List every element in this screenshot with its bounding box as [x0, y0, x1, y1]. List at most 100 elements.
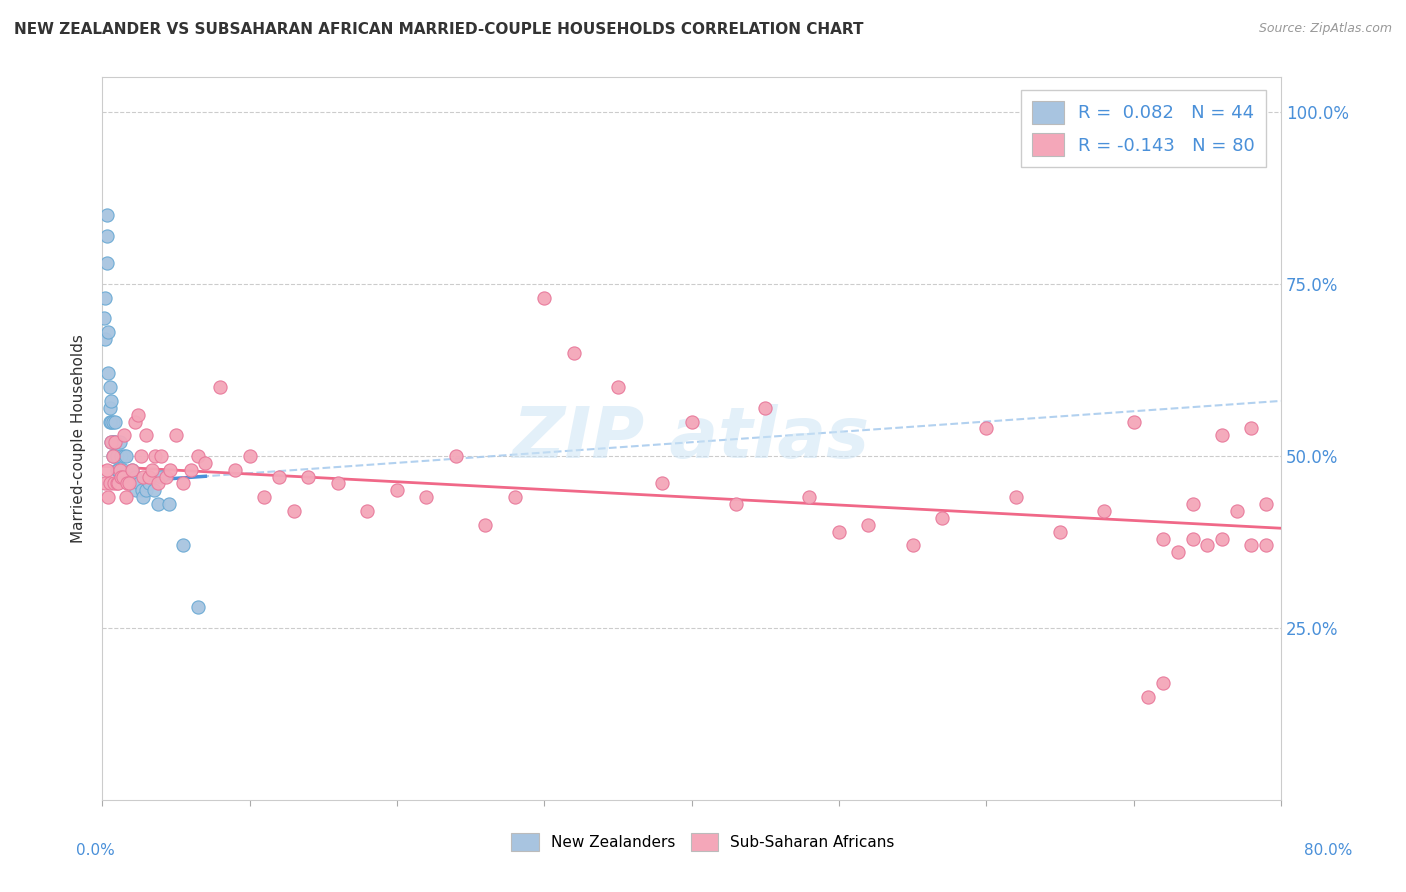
Point	[238, 449, 260, 463]
Point	[96, 208, 118, 222]
Point	[172, 538, 194, 552]
Point	[1181, 497, 1204, 511]
Point	[94, 291, 117, 305]
Point	[110, 449, 132, 463]
Point	[651, 476, 673, 491]
Point	[297, 469, 319, 483]
Point	[96, 463, 118, 477]
Point	[754, 401, 776, 415]
Point	[1152, 532, 1174, 546]
Point	[104, 435, 127, 450]
Text: ZIP atlas: ZIP atlas	[513, 404, 870, 474]
Point	[194, 456, 217, 470]
Point	[127, 408, 149, 422]
Point	[105, 449, 128, 463]
Point	[97, 490, 120, 504]
Point	[118, 469, 141, 483]
Legend: R =  0.082   N = 44, R = -0.143   N = 80: R = 0.082 N = 44, R = -0.143 N = 80	[1021, 90, 1265, 167]
Point	[1004, 490, 1026, 504]
Point	[101, 449, 124, 463]
Point	[224, 463, 246, 477]
Point	[142, 483, 165, 498]
Point	[1167, 545, 1189, 559]
Point	[138, 469, 160, 483]
Legend: New Zealanders, Sub-Saharan Africans: New Zealanders, Sub-Saharan Africans	[505, 827, 901, 857]
Point	[100, 435, 122, 450]
Point	[117, 476, 139, 491]
Point	[159, 463, 181, 477]
Point	[101, 435, 124, 450]
Point	[799, 490, 821, 504]
Point	[111, 469, 134, 483]
Point	[96, 256, 118, 270]
Point	[1256, 497, 1278, 511]
Text: 80.0%: 80.0%	[1305, 843, 1353, 858]
Point	[1256, 538, 1278, 552]
Point	[1226, 504, 1249, 518]
Point	[98, 415, 121, 429]
Text: Source: ZipAtlas.com: Source: ZipAtlas.com	[1258, 22, 1392, 36]
Point	[533, 291, 555, 305]
Point	[93, 311, 115, 326]
Point	[100, 415, 122, 429]
Point	[124, 415, 146, 429]
Point	[385, 483, 408, 498]
Point	[94, 476, 117, 491]
Point	[1211, 532, 1233, 546]
Point	[98, 380, 121, 394]
Point	[187, 600, 209, 615]
Point	[101, 415, 124, 429]
Point	[155, 469, 177, 483]
Point	[267, 469, 290, 483]
Point	[112, 428, 135, 442]
Point	[124, 469, 146, 483]
Point	[96, 228, 118, 243]
Point	[100, 393, 122, 408]
Point	[132, 469, 155, 483]
Point	[1122, 415, 1144, 429]
Point	[1049, 524, 1071, 539]
Point	[110, 469, 132, 483]
Point	[148, 497, 170, 511]
Point	[125, 483, 148, 498]
Point	[606, 380, 628, 394]
Point	[143, 449, 166, 463]
Point	[253, 490, 276, 504]
Point	[901, 538, 924, 552]
Point	[150, 469, 173, 483]
Point	[1197, 538, 1219, 552]
Point	[97, 325, 120, 339]
Point	[141, 463, 163, 477]
Point	[1240, 421, 1263, 435]
Point	[135, 428, 157, 442]
Point	[858, 517, 880, 532]
Point	[104, 435, 127, 450]
Point	[104, 415, 127, 429]
Point	[138, 476, 160, 491]
Point	[121, 463, 143, 477]
Point	[132, 490, 155, 504]
Point	[356, 504, 378, 518]
Point	[105, 476, 128, 491]
Point	[108, 463, 131, 477]
Point	[97, 367, 120, 381]
Point	[931, 511, 953, 525]
Point	[101, 449, 124, 463]
Point	[112, 449, 135, 463]
Point	[135, 483, 157, 498]
Point	[129, 449, 152, 463]
Point	[131, 483, 153, 498]
Point	[114, 449, 136, 463]
Point	[114, 490, 136, 504]
Point	[562, 345, 585, 359]
Text: NEW ZEALANDER VS SUBSAHARAN AFRICAN MARRIED-COUPLE HOUSEHOLDS CORRELATION CHART: NEW ZEALANDER VS SUBSAHARAN AFRICAN MARR…	[14, 22, 863, 37]
Point	[98, 476, 121, 491]
Point	[828, 524, 851, 539]
Point	[150, 449, 173, 463]
Point	[103, 449, 125, 463]
Point	[326, 476, 349, 491]
Point	[107, 476, 129, 491]
Point	[724, 497, 747, 511]
Point	[107, 463, 129, 477]
Point	[974, 421, 997, 435]
